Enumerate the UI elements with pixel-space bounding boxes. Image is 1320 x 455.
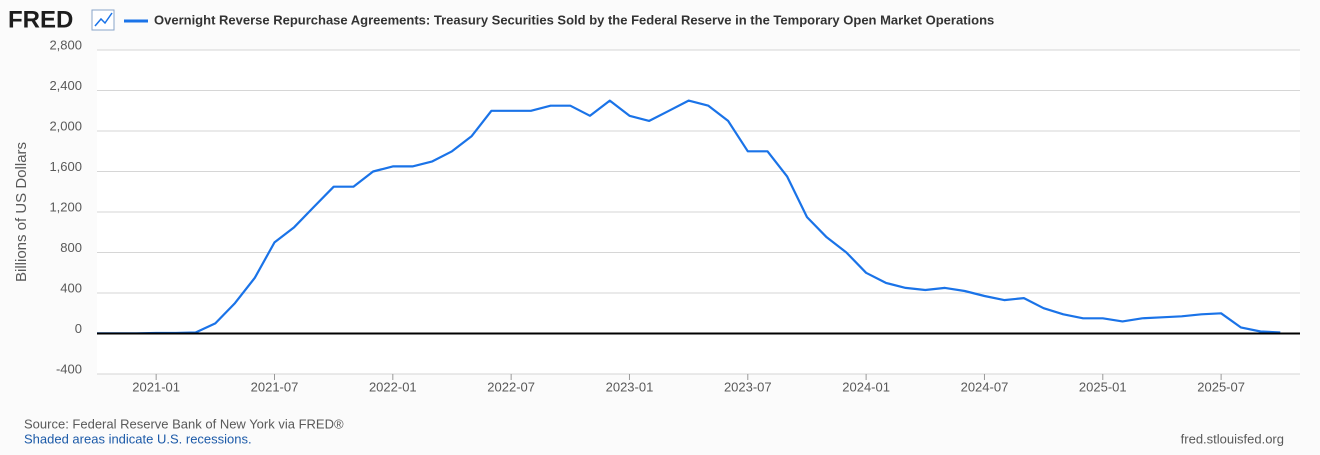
y-tick-label: 2,400 <box>49 78 82 93</box>
y-tick-label: -400 <box>56 361 82 376</box>
x-tick-label: 2023-07 <box>724 379 772 394</box>
x-tick-label: 2021-01 <box>132 379 180 394</box>
y-axis-label: Billions of US Dollars <box>13 142 30 282</box>
x-tick-label: 2022-07 <box>487 379 535 394</box>
source: Source: Federal Reserve Bank of New York… <box>24 416 344 431</box>
x-tick-label: 2025-07 <box>1197 379 1245 394</box>
y-tick-label: 0 <box>75 321 82 336</box>
x-tick-label: 2025-01 <box>1079 379 1127 394</box>
x-tick-label: 2023-01 <box>606 379 654 394</box>
y-tick-label: 800 <box>60 240 82 255</box>
x-tick-label: 2021-07 <box>251 379 299 394</box>
y-tick-label: 1,600 <box>49 159 82 174</box>
data-line <box>97 99 1281 335</box>
x-tick-label: 2022-01 <box>369 379 417 394</box>
site: fred.stlouisfed.org <box>1181 431 1284 446</box>
note: Shaded areas indicate U.S. recessions. <box>24 431 252 446</box>
x-tick-label: 2024-07 <box>961 379 1009 394</box>
y-tick-label: 2,000 <box>49 118 82 133</box>
logo-icon-line <box>94 12 113 27</box>
y-tick-label: 400 <box>60 280 82 295</box>
y-tick-label: 2,800 <box>49 37 82 52</box>
y-tick-label: 1,200 <box>49 199 82 214</box>
logo: FRED <box>8 6 73 33</box>
legend-label: Overnight Reverse Repurchase Agreements:… <box>154 12 994 27</box>
x-tick-label: 2024-01 <box>842 379 890 394</box>
